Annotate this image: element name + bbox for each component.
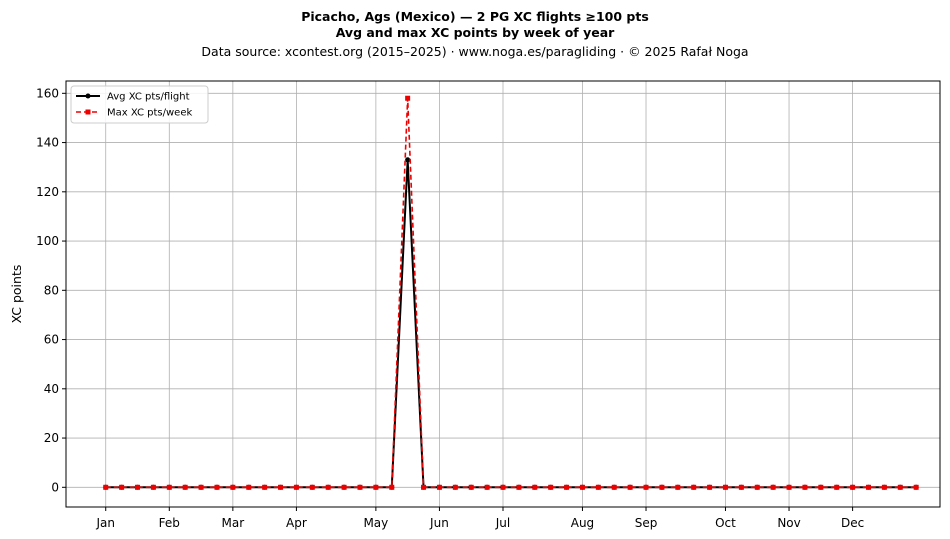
data-point-max (246, 484, 252, 490)
y-tick-label: 100 (36, 234, 59, 248)
x-tick-label: Aug (571, 516, 594, 530)
y-tick-label: 160 (36, 86, 59, 100)
data-point-max (818, 484, 824, 490)
data-point-max (564, 484, 570, 490)
data-point-max (436, 484, 442, 490)
data-point-max (484, 484, 490, 490)
data-point-max (754, 484, 760, 490)
data-point-max (421, 484, 427, 490)
data-point-max (214, 484, 220, 490)
y-tick-label: 0 (51, 480, 59, 494)
y-tick-label: 40 (44, 382, 59, 396)
data-point-max (262, 484, 268, 490)
data-point-max (198, 484, 204, 490)
data-point-max (691, 484, 697, 490)
legend-label-avg: Avg XC pts/flight (107, 92, 190, 103)
series-layer (103, 95, 919, 490)
data-point-max (579, 484, 585, 490)
x-tick-label: Feb (159, 516, 180, 530)
data-point-max (675, 484, 681, 490)
y-tick-label: 120 (36, 185, 59, 199)
data-point-max (293, 484, 299, 490)
data-point-max (230, 484, 236, 490)
x-tick-label: Jun (429, 516, 449, 530)
data-point-max (913, 484, 919, 490)
data-point-max (548, 484, 554, 490)
data-point-max (532, 484, 538, 490)
y-axis-label: XC points (9, 265, 24, 324)
y-axis-ticks: 0 20 40 60 80 100 120 140 160 (36, 86, 66, 494)
y-tick-label: 20 (44, 431, 59, 445)
data-point-avg (405, 157, 411, 163)
data-point-max (881, 484, 887, 490)
data-point-max (834, 484, 840, 490)
data-point-max (389, 484, 395, 490)
data-point-max (135, 484, 141, 490)
chart-title: Picacho, Ags (Mexico) — 2 PG XC flights … (301, 9, 649, 24)
data-point-max (707, 484, 713, 490)
y-tick-label: 140 (36, 136, 59, 150)
data-point-max (659, 484, 665, 490)
data-point-max (357, 484, 363, 490)
x-tick-label: Sep (635, 516, 658, 530)
grid (66, 81, 940, 507)
x-tick-label: May (363, 516, 388, 530)
data-point-max (166, 484, 172, 490)
x-tick-label: Jul (495, 516, 510, 530)
legend-marker-avg (85, 93, 91, 99)
data-point-max (722, 484, 728, 490)
data-point-max (150, 484, 156, 490)
data-point-max (643, 484, 649, 490)
x-tick-label: Oct (715, 516, 736, 530)
series-line-max (105, 98, 917, 489)
data-point-max (373, 484, 379, 490)
x-tick-label: Apr (286, 516, 307, 530)
plot-frame (65, 80, 941, 508)
legend-box (70, 85, 209, 124)
data-point-max (897, 484, 903, 490)
legend: Avg XC pts/flight Max XC pts/week (70, 85, 209, 124)
data-point-max (770, 484, 776, 490)
data-point-max (802, 484, 808, 490)
x-tick-label: Dec (841, 516, 864, 530)
data-point-max (500, 484, 506, 490)
data-point-max (325, 484, 331, 490)
legend-label-max: Max XC pts/week (107, 108, 192, 119)
data-point-max (738, 484, 744, 490)
data-point-max (119, 484, 125, 490)
chart-subtitle: Data source: xcontest.org (2015–2025) · … (201, 44, 748, 59)
x-tick-label: Nov (777, 516, 800, 530)
x-tick-label: Jan (95, 516, 115, 530)
data-point-max (182, 484, 188, 490)
legend-marker-max (85, 109, 91, 115)
x-axis-ticks: Jan Feb Mar Apr May Jun Jul Aug Sep Oct Nov Dec (95, 507, 864, 530)
data-point-max (865, 484, 871, 490)
data-point-max (309, 484, 315, 490)
data-point-max (405, 95, 411, 101)
data-point-max (786, 484, 792, 490)
data-point-max (278, 484, 284, 490)
data-point-max (341, 484, 347, 490)
data-point-max (627, 484, 633, 490)
data-point-max (103, 484, 109, 490)
data-point-max (850, 484, 856, 490)
y-tick-label: 60 (44, 333, 59, 347)
data-point-max (611, 484, 617, 490)
x-tick-label: Mar (222, 516, 245, 530)
data-point-max (468, 484, 474, 490)
chart-title-line2: Avg and max XC points by week of year (336, 25, 615, 40)
y-tick-label: 80 (44, 283, 59, 297)
data-point-max (516, 484, 522, 490)
data-point-max (595, 484, 601, 490)
data-point-max (452, 484, 458, 490)
